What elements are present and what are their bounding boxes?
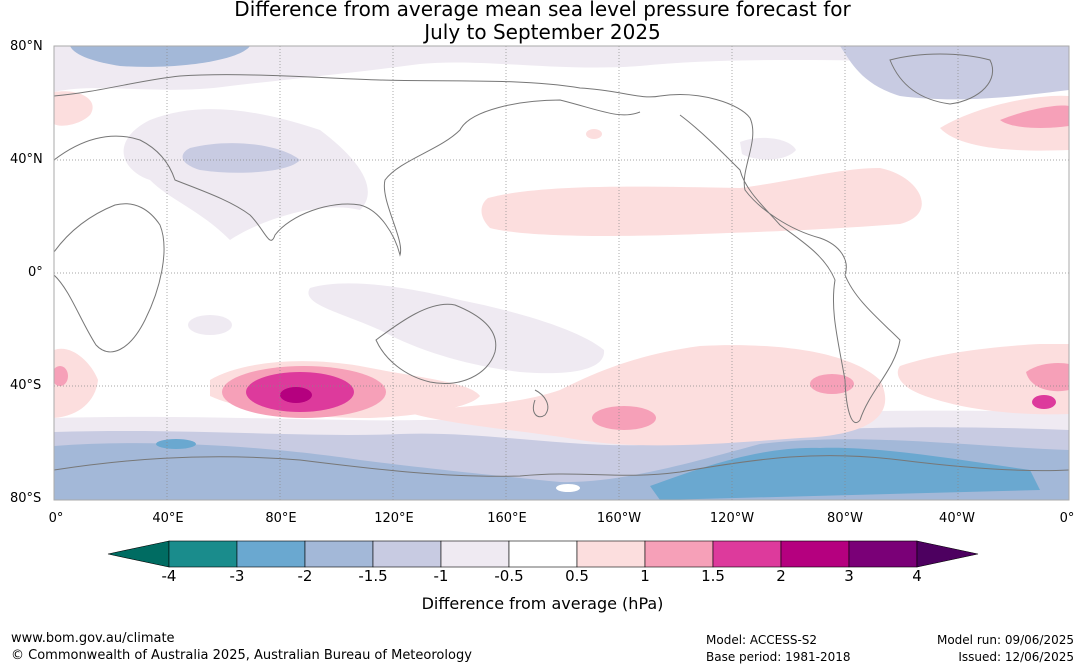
gridlines (54, 46, 1069, 500)
south-atlantic-positive-east-peak (1032, 395, 1056, 409)
colorbar-segment (508, 540, 578, 568)
colorbar-label: Difference from average (hPa) (421, 594, 664, 613)
colorbar-tick: -2 (297, 567, 313, 585)
lon-label-40w: 40°W (939, 511, 975, 526)
lon-label-80w: 80°W (827, 511, 863, 526)
colorbar-tick: 0.5 (565, 567, 589, 585)
colorbar-tick: -1.5 (358, 567, 388, 585)
arctic-negative-band (54, 46, 1069, 92)
lat-label-80s: 80°S (10, 491, 42, 506)
lon-label-0-west: 0° (48, 511, 64, 526)
south-atlantic-positive-spot (54, 366, 68, 386)
north-atlantic-positive-core (1000, 105, 1069, 128)
arctic-low-west (70, 46, 250, 67)
coastlines (54, 53, 1069, 477)
pacific-positive-spot (586, 129, 602, 139)
north-america-negative (740, 137, 796, 160)
lon-label-160e: 160°E (487, 511, 527, 526)
footer-issued: Issued: 12/06/2025 (958, 650, 1074, 664)
colorbar-segment (440, 540, 510, 568)
map-panel (53, 45, 1070, 501)
colorbar-segment (304, 540, 374, 568)
colorbar (107, 540, 979, 568)
lat-label-80n: 80°N (10, 39, 43, 54)
indian-ocean-low-spot (156, 439, 196, 449)
colorbar-segment (712, 540, 782, 568)
north-pacific-positive (481, 168, 922, 236)
colorbar-segment (780, 540, 850, 568)
antarctica-coastline (54, 455, 1069, 477)
footer-copyright: © Commonwealth of Australia 2025, Austra… (11, 648, 472, 663)
colorbar-segment (168, 540, 238, 568)
colorbar-segment (644, 540, 714, 568)
greenland-negative (840, 46, 1069, 100)
footer-website: www.bom.gov.au/climate (11, 631, 175, 646)
map-title-line-2: July to September 2025 (424, 20, 661, 44)
anomaly-field (54, 46, 1069, 500)
lon-label-120w: 120°W (709, 511, 755, 526)
greenland-coastline (889, 53, 993, 105)
south-pacific-positive-core (592, 406, 656, 430)
colorbar-tick: 1.5 (701, 567, 725, 585)
colorbar-segment (576, 540, 646, 568)
siberia-negative-core (182, 143, 300, 173)
europe-positive (54, 91, 93, 126)
colorbar-segment (236, 540, 306, 568)
indian-ocean-positive-core (280, 387, 312, 403)
lat-label-equator: 0° (28, 265, 43, 280)
south-america-positive-core (810, 374, 854, 394)
footer-base-period: Base period: 1981-2018 (706, 650, 851, 664)
maritime-continent-negative (308, 283, 605, 374)
lon-label-120e: 120°E (374, 511, 414, 526)
lon-label-160w: 160°W (596, 511, 642, 526)
lon-label-0-east: 0° (1059, 511, 1075, 526)
colorbar-tick: 1 (640, 567, 650, 585)
antarctic-low-core (650, 447, 1040, 500)
new-zealand-coastline (532, 389, 549, 418)
footer-model: Model: ACCESS-S2 (706, 633, 818, 647)
ross-sea-neutral-spot (556, 484, 580, 492)
eurasia-coastline (54, 99, 641, 257)
colorbar-tick: 2 (776, 567, 786, 585)
central-asia-negative (123, 109, 368, 240)
africa-coastline (54, 203, 165, 353)
colorbar-tick: -3 (229, 567, 245, 585)
lon-label-80e: 80°E (265, 511, 297, 526)
colorbar-tick: -4 (161, 567, 177, 585)
south-atlantic-positive-west (54, 348, 98, 418)
australia-coastline (375, 303, 497, 384)
south-pacific-positive (400, 345, 886, 446)
map-frame (53, 45, 1070, 501)
lat-label-40s: 40°S (10, 378, 42, 393)
colorbar-tick: -0.5 (494, 567, 524, 585)
arctic-coastline (54, 74, 661, 98)
colorbar-segment (372, 540, 442, 568)
lat-label-40n: 40°N (10, 152, 43, 167)
lon-label-40e: 40°E (152, 511, 184, 526)
colorbar-segments (107, 540, 979, 568)
colorbar-tick: -1 (433, 567, 449, 585)
indian-ocean-negative-spot (188, 315, 232, 335)
map-title-line-1: Difference from average mean sea level p… (234, 0, 851, 21)
colorbar-extend-low (107, 540, 170, 568)
colorbar-segment (848, 540, 918, 568)
colorbar-tick: 4 (912, 567, 922, 585)
americas-coastline (659, 94, 901, 423)
colorbar-tick: 3 (844, 567, 854, 585)
footer-model-run: Model run: 09/06/2025 (936, 633, 1074, 647)
south-atlantic-positive-east (897, 344, 1069, 415)
colorbar-extend-high (916, 540, 979, 568)
south-atlantic-positive-east-core (1026, 362, 1069, 392)
